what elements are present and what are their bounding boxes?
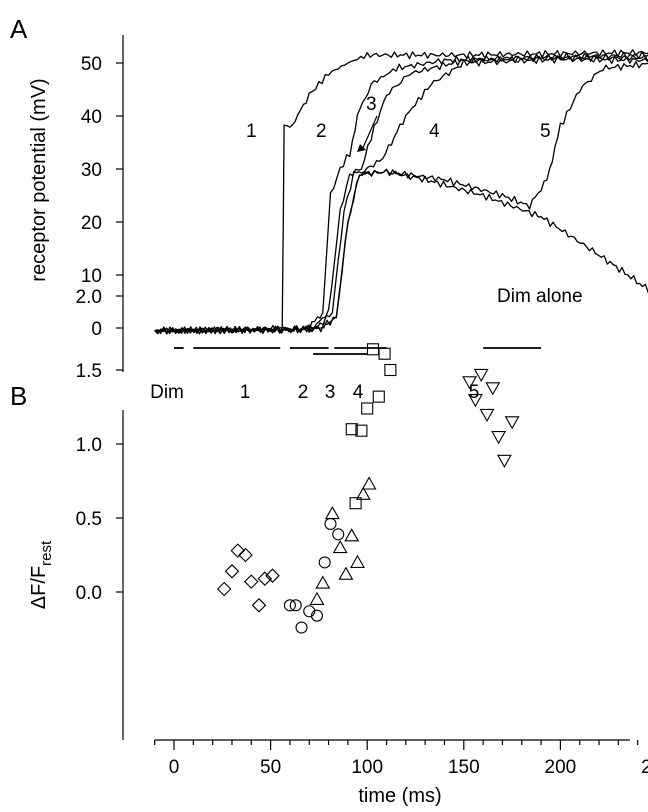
annotation-trace-3: 3 (366, 94, 377, 115)
triangle-up-marker-8 (361, 476, 377, 490)
panel-a-y-axis-label: receptor potential (mV) (28, 78, 50, 281)
triangle-up-marker-3 (332, 539, 348, 554)
triangle-down-marker-0 (462, 376, 478, 390)
circle-marker-0 (283, 599, 296, 612)
diamond-marker-3 (238, 547, 253, 563)
circle-marker-5 (318, 556, 331, 569)
circle-marker-1 (289, 599, 302, 612)
triangle-up-marker-2 (324, 505, 340, 520)
panel-b-y-axis-label: ΔF/Frest (28, 540, 55, 609)
circle-marker-4 (310, 609, 324, 622)
diamond-marker-5 (251, 598, 267, 613)
a-ytick-label-3: 30 (81, 160, 102, 181)
diamond-marker-4 (244, 574, 259, 589)
y-label-subscript: rest (38, 540, 55, 566)
annotation-arrow-head (357, 144, 366, 152)
b-xtick-label-4: 200 (545, 757, 577, 778)
panel-b-label: B (10, 381, 27, 411)
b-ytick-label-2: 1.0 (76, 435, 102, 456)
panel-b-markers (216, 343, 520, 634)
annotation-trace-1: 1 (246, 121, 257, 142)
circle-marker-2 (295, 621, 308, 634)
triangle-down-marker-1 (467, 394, 483, 408)
stimulus-label-5: 5 (469, 382, 480, 403)
stimulus-label-2: 2 (298, 382, 309, 403)
square-marker-3 (361, 402, 374, 415)
annotation-trace-4: 4 (429, 121, 440, 142)
stimulus-label-dim: Dim (150, 382, 184, 403)
triangle-down-marker-3 (479, 408, 495, 423)
b-xtick-label-3: 150 (448, 757, 480, 778)
panel-b-x-ticks: 0 50 100 150 200 250 (154, 740, 648, 778)
annotation-arrow-shaft (361, 115, 378, 151)
trace-4 (154, 55, 648, 335)
b-ytick-label-1: 0.5 (76, 509, 102, 530)
panel-a-annotations: 1 2 3 4 5 Dim alone (246, 94, 583, 307)
square-marker-6 (378, 347, 391, 360)
triangle-down-marker-6 (496, 454, 512, 468)
a-ytick-label-0: 0 (91, 319, 102, 340)
y-label-main: ΔF/F (28, 566, 50, 609)
diamond-marker-6 (257, 571, 273, 586)
triangle-up-marker-6 (350, 554, 365, 568)
triangle-down-marker-4 (485, 382, 501, 396)
square-marker-5 (372, 390, 385, 403)
b-ytick-label-4: 2.0 (76, 287, 102, 308)
circle-marker-7 (332, 528, 345, 541)
triangle-down-marker-7 (504, 416, 520, 430)
b-xtick-label-0: 0 (169, 757, 180, 778)
square-marker-7 (384, 363, 397, 377)
panel-b-chart: B 0.00.51.01.52.0 050100150200250 ΔF/Fre… (10, 287, 648, 807)
a-ytick-label-5: 50 (81, 54, 102, 75)
triangle-up-marker-5 (344, 528, 360, 542)
square-marker-4 (366, 343, 380, 356)
a-ytick-label-4: 40 (81, 107, 102, 128)
b-ytick-label-0: 0.0 (76, 583, 102, 604)
diamond-marker-7 (265, 568, 280, 583)
diamond-marker-1 (224, 564, 240, 579)
panel-a-y-ticks: 0 10 20 30 40 50 (81, 54, 123, 340)
annotation-trace-2: 2 (316, 121, 327, 142)
a-ytick-label-1: 10 (81, 266, 102, 287)
stimulus-label-3: 3 (325, 382, 336, 403)
panel-b-y-ticks: 0.0 0.5 1.0 1.5 2.0 (76, 287, 123, 604)
diamond-marker-2 (230, 543, 246, 558)
b-xtick-label-5: 250 (641, 757, 648, 778)
panel-a-chart: A 0 10 20 30 40 50 receptor potential (mV) 1 … (10, 14, 648, 403)
panel-a-label: A (10, 14, 28, 44)
diamond-marker-0 (216, 581, 232, 597)
circle-marker-6 (324, 517, 337, 530)
panel-a-traces (154, 49, 648, 335)
triangle-up-marker-4 (338, 566, 354, 580)
stimulus-bars (174, 347, 542, 355)
b-ytick-label-3: 1.5 (76, 361, 102, 382)
b-xtick-label-2: 100 (351, 757, 383, 778)
stimulus-label-4: 4 (353, 382, 364, 403)
stimulus-label-1: 1 (240, 382, 251, 403)
panel-b-x-axis-label: time (ms) (358, 785, 441, 807)
square-marker-2 (355, 424, 368, 437)
trace-dim-alone (154, 169, 648, 335)
triangle-up-marker-0 (309, 591, 325, 605)
triangle-up-marker-7 (355, 486, 371, 500)
a-ytick-label-2: 20 (81, 213, 102, 234)
square-marker-1 (349, 497, 362, 510)
triangle-down-marker-5 (491, 431, 507, 445)
annotation-trace-5: 5 (540, 121, 551, 142)
square-marker-0 (345, 423, 358, 436)
triangle-down-marker-2 (473, 368, 489, 383)
triangle-up-marker-1 (315, 575, 331, 589)
annotation-dim-alone: Dim alone (497, 286, 583, 307)
b-xtick-label-1: 50 (260, 757, 281, 778)
stimulus-labels: Dim 1 2 3 4 5 (150, 382, 479, 403)
